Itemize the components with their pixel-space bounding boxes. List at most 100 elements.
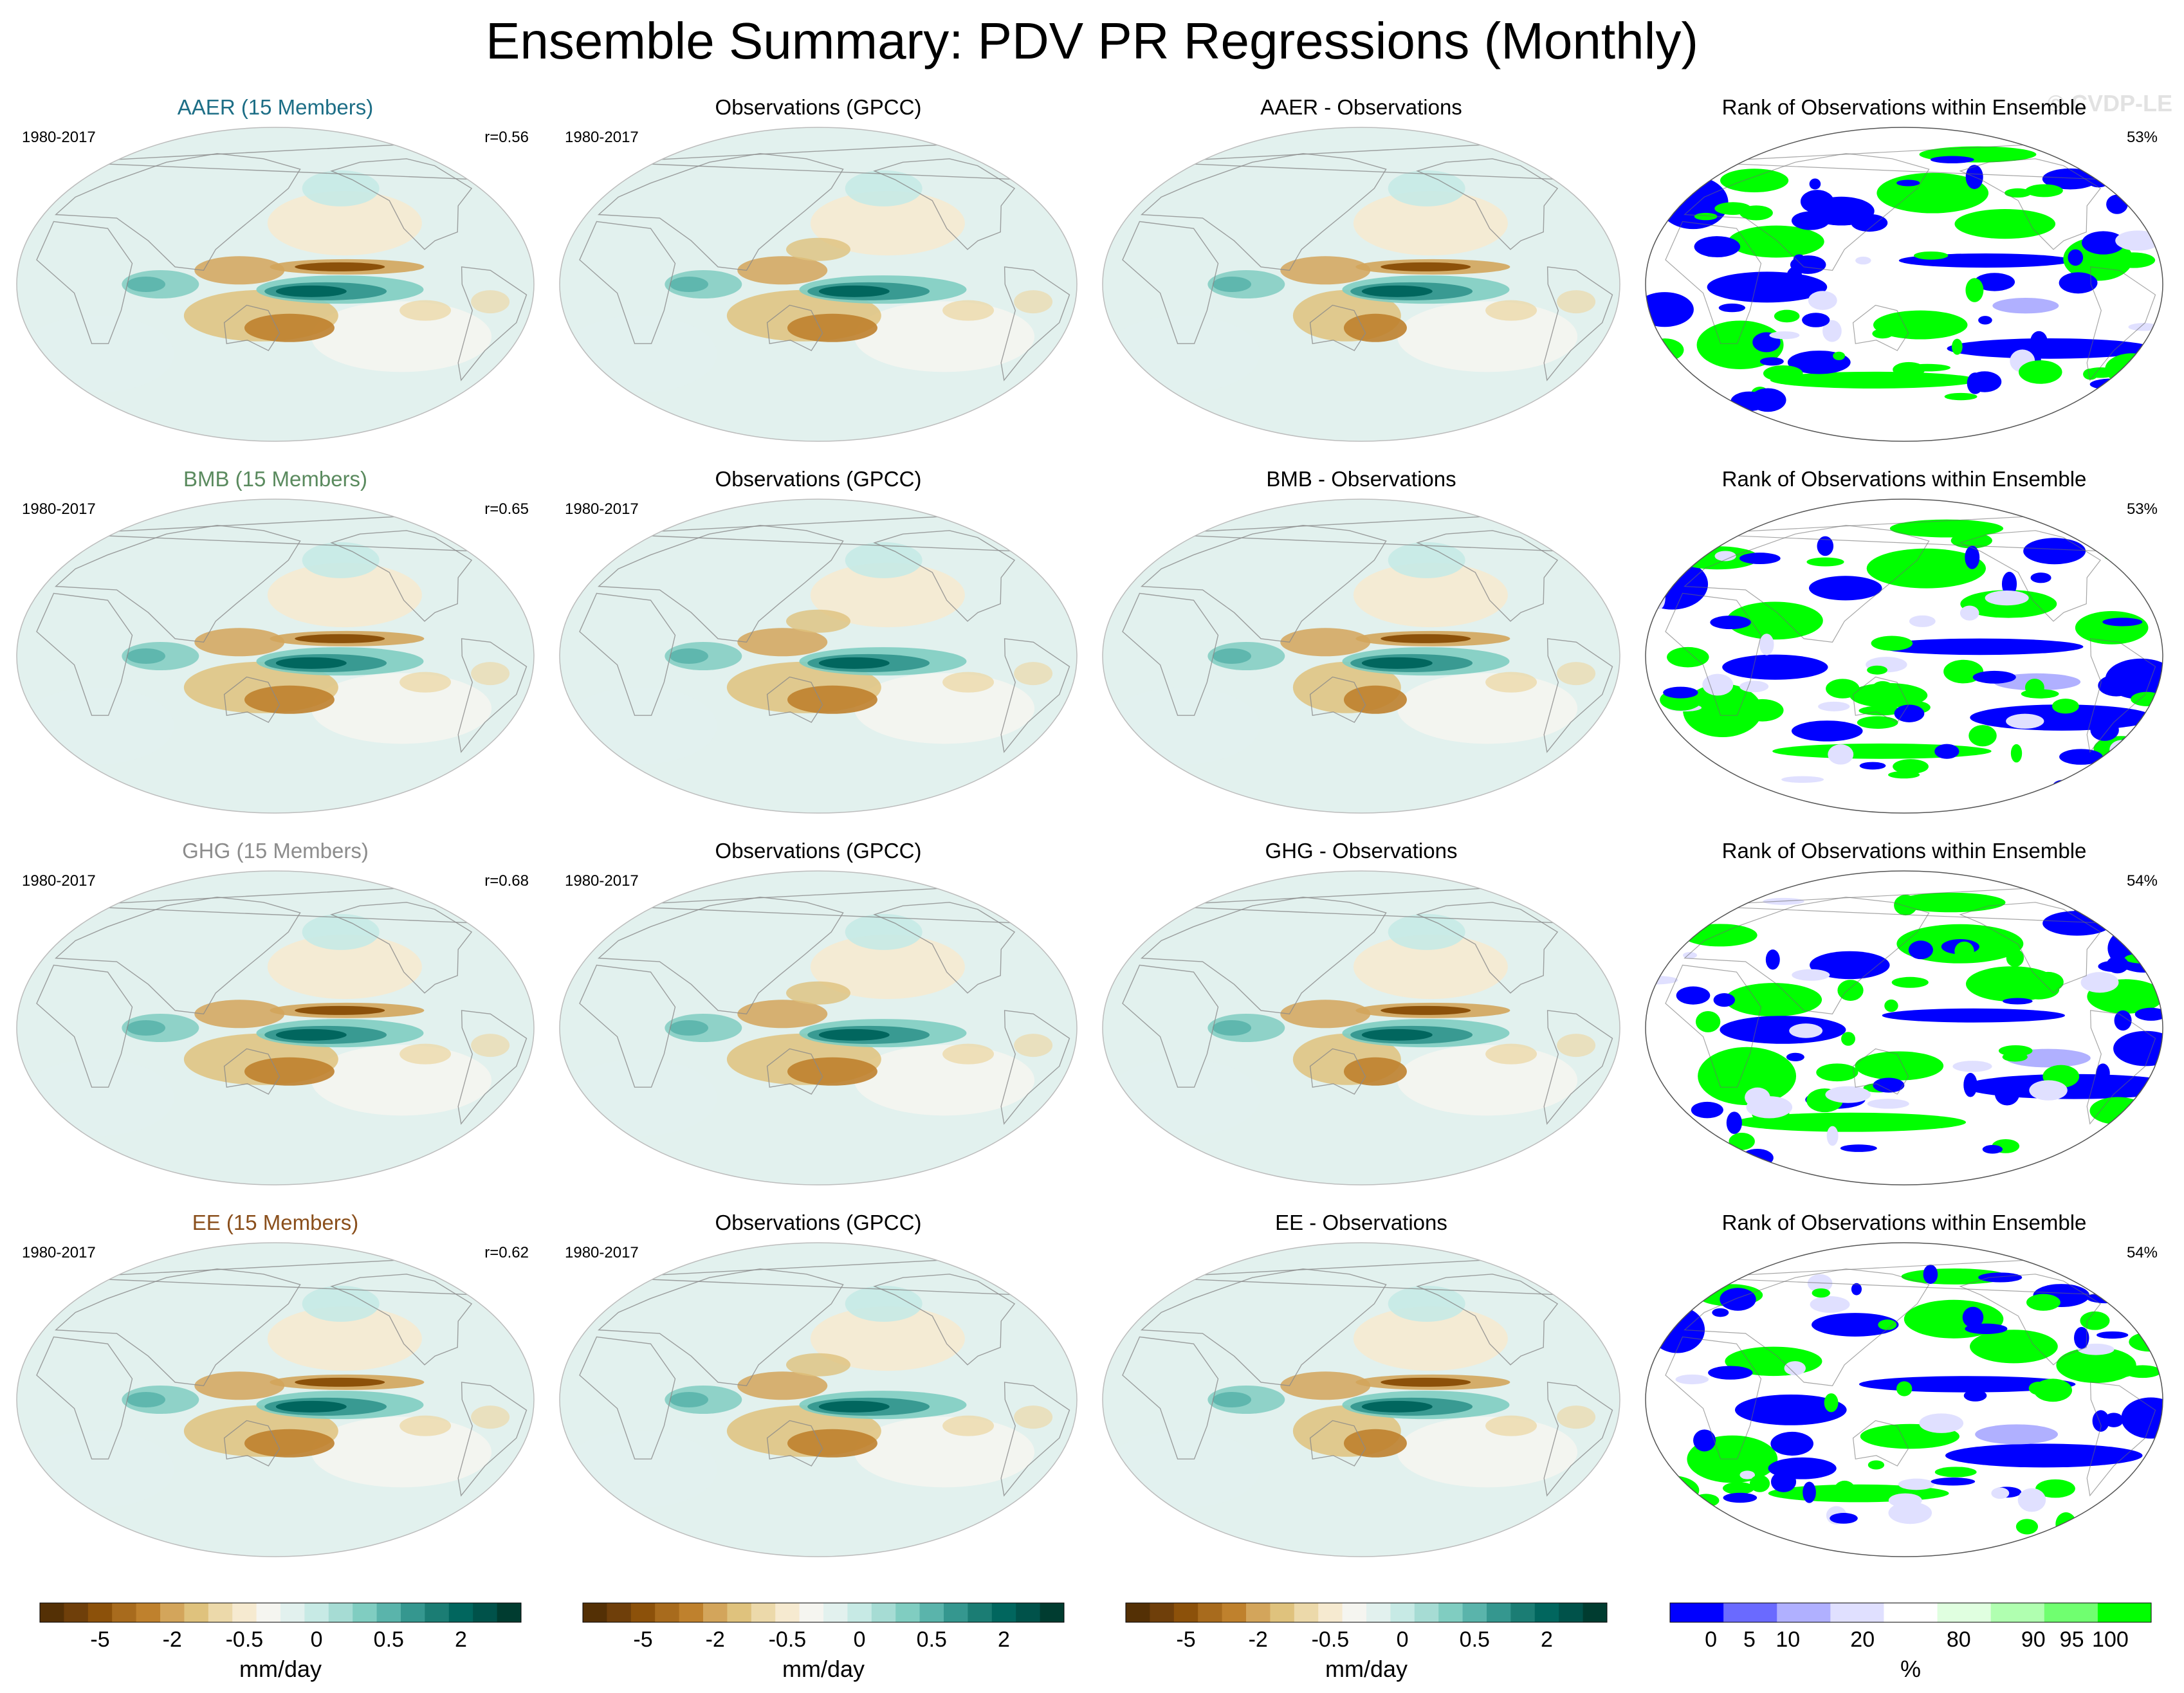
correlation-label: r=0.68 <box>484 872 529 890</box>
period-label: 1980-2017 <box>22 129 96 146</box>
colorbar-swatch <box>1366 1603 1391 1622</box>
panel-title: BMB - Observations <box>1266 467 1456 491</box>
panel-ghg-obs: Observations (GPCC) 1980-2017 <box>555 839 1082 1186</box>
colorbar: -5-2-0.500.525mm/day <box>36 1602 539 1682</box>
colorbar-swatch <box>799 1603 824 1622</box>
colorbar-swatch <box>376 1603 401 1622</box>
colorbar-swatch <box>87 1603 113 1622</box>
panel-title: GHG (15 Members) <box>182 839 369 863</box>
colorbar-tick-label: -0.5 <box>1312 1627 1350 1652</box>
rank-map <box>1645 499 2163 814</box>
colorbar-swatch <box>64 1603 89 1622</box>
panel-title: Rank of Observations within Ensemble <box>1721 467 2087 491</box>
colorbar-tick-label: 95 <box>2060 1627 2084 1652</box>
colorbar-swatch <box>1583 1603 1608 1622</box>
panel-ghg-model: GHG (15 Members) 1980-2017 r=0.68 <box>12 839 539 1186</box>
regression-map <box>1102 499 1620 814</box>
colorbar-swatch <box>1126 1603 1150 1622</box>
panel-ee-model: EE (15 Members) 1980-2017 r=0.62 <box>12 1211 539 1558</box>
correlation-label: r=0.56 <box>484 129 529 146</box>
colorbar-unit: mm/day <box>239 1656 322 1682</box>
colorbar-swatch <box>425 1603 450 1622</box>
panel-title: Observations (GPCC) <box>715 839 922 863</box>
colorbar-swatch <box>944 1603 968 1622</box>
colorbar-tick-label: 80 <box>1947 1627 1971 1652</box>
rank-map <box>1645 127 2163 442</box>
panel-title: Rank of Observations within Ensemble <box>1721 95 2087 119</box>
colorbar-swatch <box>1777 1603 1831 1622</box>
colorbar-swatch <box>1173 1603 1198 1622</box>
panel-ee-obs: Observations (GPCC) 1980-2017 <box>555 1211 1082 1558</box>
panel-aaer-rank: Rank of Observations within Ensemble 53% <box>1640 95 2168 443</box>
colorbar-swatch <box>160 1603 185 1622</box>
panel-title: Rank of Observations within Ensemble <box>1721 839 2087 863</box>
figure-title: Ensemble Summary: PDV PR Regressions (Mo… <box>485 12 1699 69</box>
colorbar-swatch <box>991 1603 1016 1622</box>
colorbar-tick-label: -5 <box>633 1627 652 1652</box>
colorbar-tick-label: -5 <box>90 1627 109 1652</box>
panel-ee-diff: EE - Observations <box>1097 1211 1625 1558</box>
colorbar-unit: % <box>1900 1656 1921 1682</box>
panel-title: EE - Observations <box>1275 1211 1447 1234</box>
colorbar-tick-label: 0 <box>1397 1627 1409 1652</box>
colorbar-swatch <box>40 1603 64 1622</box>
panel-ee-rank: Rank of Observations within Ensemble 54% <box>1640 1211 2168 1558</box>
colorbar-tick-label: 100 <box>2092 1627 2129 1652</box>
colorbar-swatch <box>401 1603 425 1622</box>
colorbar-swatch <box>871 1603 896 1622</box>
colorbar-swatch <box>1438 1603 1464 1622</box>
colorbar-swatch <box>583 1603 607 1622</box>
colorbar-swatch <box>136 1603 161 1622</box>
colorbar-tick-label: 0.5 <box>917 1627 947 1652</box>
colorbar-swatch <box>2097 1603 2152 1622</box>
colorbar-tick-label: 0 <box>854 1627 866 1652</box>
colorbar-swatch <box>448 1603 473 1622</box>
panel-title: AAER (15 Members) <box>177 95 374 119</box>
colorbar-tick-label: -0.5 <box>226 1627 264 1652</box>
panel-bmb-rank: Rank of Observations within Ensemble 53% <box>1640 467 2168 814</box>
regression-map <box>16 870 535 1185</box>
panel-title: Observations (GPCC) <box>715 95 922 119</box>
colorbar-tick-label: -5 <box>1176 1627 1195 1652</box>
colorbar-swatch <box>968 1603 993 1622</box>
rank-map <box>1645 1242 2163 1557</box>
period-label: 1980-2017 <box>565 129 639 146</box>
colorbar-swatches: -5-2-0.500.525 <box>582 1602 1082 1652</box>
colorbar-swatch <box>1040 1603 1065 1622</box>
colorbar-tick-label: 2 <box>455 1627 467 1652</box>
panel-title: AAER - Observations <box>1260 95 1462 119</box>
colorbar-swatch <box>328 1603 353 1622</box>
colorbar-tick-label: -2 <box>163 1627 182 1652</box>
rank-percent-label: 53% <box>2126 129 2158 146</box>
correlation-label: r=0.65 <box>484 500 529 518</box>
colorbar-tick-label: 20 <box>1850 1627 1875 1652</box>
panel-aaer-obs: Observations (GPCC) 1980-2017 <box>555 95 1082 443</box>
colorbar: -5-2-0.500.525mm/day <box>579 1602 1082 1682</box>
colorbar-swatch <box>679 1603 704 1622</box>
colorbar-tick-label: 10 <box>1776 1627 1800 1652</box>
rank-percent-label: 54% <box>2126 1244 2158 1261</box>
colorbar-tick-label: 2 <box>1541 1627 1553 1652</box>
colorbar-unit: mm/day <box>782 1656 865 1682</box>
colorbar-tick-label: 90 <box>2021 1627 2046 1652</box>
colorbar-swatch <box>1150 1603 1175 1622</box>
colorbar: 0 5 10 20 80 90 95 100% <box>1666 1602 2155 1682</box>
regression-map <box>559 499 1078 814</box>
colorbar-swatches: -5-2-0.500.525 <box>1125 1602 1625 1652</box>
colorbar-swatch <box>1462 1603 1487 1622</box>
colorbar-tick-label: 0.5 <box>1460 1627 1490 1652</box>
colorbar-swatch <box>1723 1603 1777 1622</box>
regression-map <box>559 870 1078 1185</box>
colorbar-swatch <box>353 1603 378 1622</box>
colorbar-swatch <box>1318 1603 1343 1622</box>
regression-map <box>16 127 535 442</box>
colorbar-swatch <box>1937 1603 1992 1622</box>
panel-bmb-diff: BMB - Observations <box>1097 467 1625 814</box>
colorbar-swatch <box>1884 1603 1938 1622</box>
colorbar-tick-label: 0 <box>311 1627 323 1652</box>
colorbar-swatch <box>256 1603 281 1622</box>
colorbar-swatch <box>655 1603 680 1622</box>
colorbar-swatch <box>1534 1603 1559 1622</box>
colorbar-swatch <box>1670 1603 1724 1622</box>
colorbar-swatch <box>751 1603 776 1622</box>
